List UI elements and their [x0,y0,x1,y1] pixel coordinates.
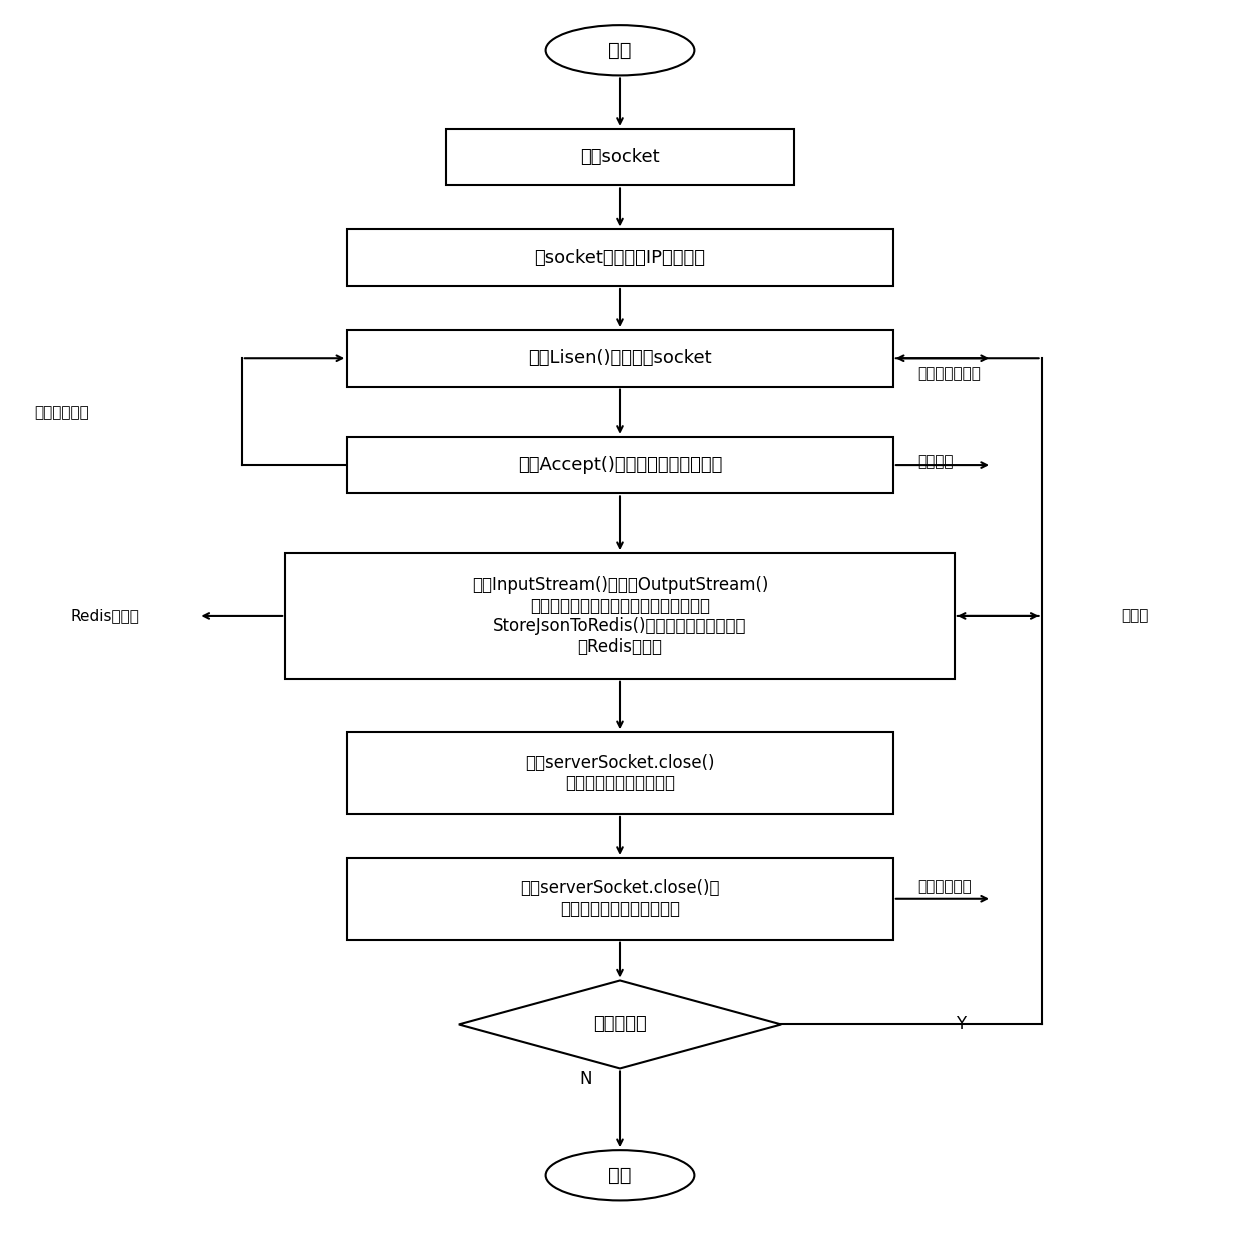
Ellipse shape [546,1150,694,1200]
Text: Y: Y [956,1016,966,1033]
FancyBboxPatch shape [347,230,893,287]
Text: 将socket绑定本地IP和端口号: 将socket绑定本地IP和端口号 [534,249,706,266]
FancyBboxPatch shape [285,553,955,679]
FancyBboxPatch shape [446,129,794,186]
Text: 监听其他客户: 监听其他客户 [35,405,89,420]
Ellipse shape [546,25,694,75]
Text: 客户端: 客户端 [1121,608,1148,623]
Text: 继续监听？: 继续监听？ [593,1016,647,1033]
Text: 开始: 开始 [609,40,631,60]
Text: 连接成功: 连接成功 [918,454,954,469]
FancyBboxPatch shape [347,331,893,387]
FancyBboxPatch shape [347,436,893,494]
FancyBboxPatch shape [347,732,893,815]
Text: N: N [579,1070,591,1087]
Text: 客户端请求连接: 客户端请求连接 [918,366,982,381]
Text: 利用InputStream()函数、OutputStream()
函数与客户端实现接收和发送数据，利用
StoreJsonToRedis()函数，将织机参数保存: 利用InputStream()函数、OutputStream() 函数与客户端实… [471,576,769,656]
Text: 利用serverSocket.close()函
数关闭所有发送数据的客户: 利用serverSocket.close()函 数关闭所有发送数据的客户 [521,880,719,918]
Text: Redis数据库: Redis数据库 [71,608,140,623]
Text: 利用serverSocket.close()
函数关闭发送数据的客户: 利用serverSocket.close() 函数关闭发送数据的客户 [526,754,714,792]
Text: 创建socket: 创建socket [580,148,660,166]
Text: 结束: 结束 [609,1165,631,1185]
Polygon shape [459,980,781,1068]
Text: 利用Accept()函数，等待客户端连接: 利用Accept()函数，等待客户端连接 [518,456,722,474]
Text: 全部发送完毕: 全部发送完毕 [918,879,972,894]
Text: 利用Lisen()函数监听socket: 利用Lisen()函数监听socket [528,349,712,367]
FancyBboxPatch shape [347,859,893,940]
